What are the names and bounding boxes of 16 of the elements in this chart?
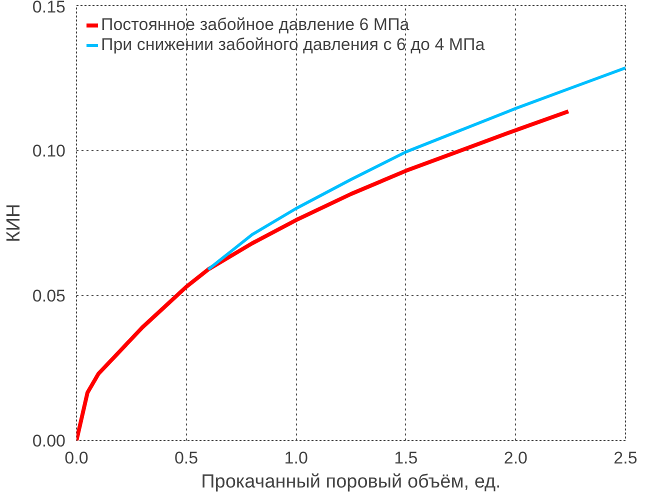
x-tick-label: 2.5	[614, 448, 638, 468]
y-tick-label: 0.00	[32, 432, 66, 450]
x-tick-label: 0.0	[64, 448, 88, 468]
line-series	[206, 66, 626, 271]
x-tick-label: 1.0	[284, 448, 308, 468]
line-series	[76, 109, 570, 440]
x-tick-label: 1.5	[394, 448, 418, 468]
legend-label: Постоянное забойное давление 6 МПа	[101, 15, 410, 35]
y-axis-title: КИН	[3, 204, 24, 242]
x-tick-label: 2.0	[504, 448, 528, 468]
y-tick-label: 0.15	[32, 0, 66, 16]
x-tick-label: 0.5	[174, 448, 198, 468]
y-tick-label: 0.05	[32, 286, 66, 306]
x-axis-title: Прокачанный поровый объём, ед.	[201, 472, 501, 492]
legend-label: При снижении забойного давления с 6 до 4 МПа	[101, 35, 485, 55]
y-tick-label: 0.10	[32, 142, 66, 160]
